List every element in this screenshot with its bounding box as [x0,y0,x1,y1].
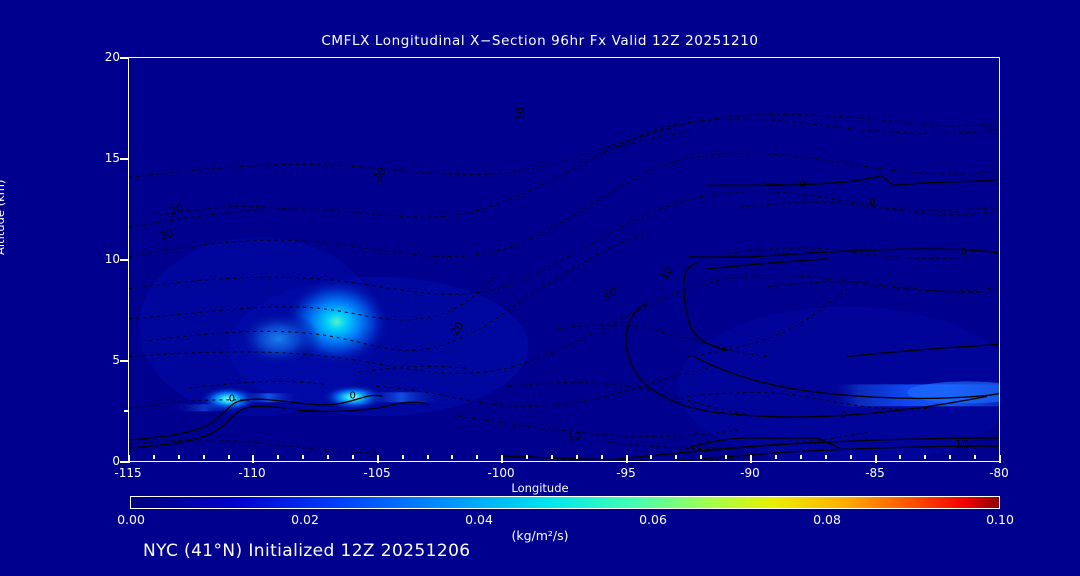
initialization-caption: NYC (41°N) Initialized 12Z 20251206 [143,541,471,561]
colorbar [130,496,1000,509]
solid-contours [129,174,999,461]
svg-text:10: 10 [657,264,675,283]
svg-text:0: 0 [840,410,846,421]
x-tick-minor [924,455,926,459]
x-tick-minor [178,455,180,459]
x-tick-minor [675,455,677,459]
colorbar-units-label: (kg/m²/s) [511,528,569,543]
svg-text:10: 10 [514,107,527,121]
colorbar-tick-4: 0.08 [813,512,841,527]
y-tick-20: 20 [104,50,120,64]
y-tick-mark [120,461,128,463]
colorbar-tick-5: 0.10 [986,512,1014,527]
y-tick-15: 15 [104,151,120,165]
y-tick-mark [120,158,128,160]
x-tick-minor [974,455,976,459]
x-tick-minor [800,455,802,459]
x-tick-minor [526,455,528,459]
x-tick-minor [153,455,155,459]
svg-text:10: 10 [567,429,583,444]
colorbar-frame [130,496,1000,509]
x-tick-minor [725,455,727,459]
x-tick-mark [128,455,130,463]
x-tick-n95: -95 [616,466,636,480]
x-tick-mark [875,455,877,463]
svg-text:0: 0 [229,393,235,404]
x-tick-minor [476,455,478,459]
y-axis-label: Altitude (km) [0,179,7,255]
x-tick-minor [302,455,304,459]
y-tick-mark [120,259,128,261]
x-tick-minor [402,455,404,459]
x-tick-n110: -110 [238,466,266,480]
x-tick-minor [899,455,901,459]
x-tick-minor [228,455,230,459]
colorbar-gradient [131,497,999,508]
colorbar-tick-1: 0.02 [291,512,319,527]
x-tick-n105: -105 [363,466,391,480]
x-tick-minor [601,455,603,459]
x-tick-minor [451,455,453,459]
y-tick-5: 5 [112,353,120,367]
x-tick-minor [650,455,652,459]
x-tick-minor [949,455,951,459]
x-tick-minor [352,455,354,459]
x-tick-mark [377,455,379,463]
x-tick-n100: -100 [487,466,515,480]
x-tick-n115: -115 [114,466,142,480]
svg-text:0: 0 [960,247,966,258]
cross-section-field: 10 20 30 20 20 20 10 10 0 0 0 0 10 0 0 [129,58,999,461]
svg-text:0: 0 [869,197,875,208]
x-tick-minor [203,455,205,459]
contour-labels: 10 20 30 20 20 20 10 10 0 0 0 0 10 0 0 [158,107,969,451]
x-tick-minor [775,455,777,459]
x-tick-n85: -85 [865,466,885,480]
x-tick-minor [551,455,553,459]
x-tick-minor [825,455,827,459]
x-tick-mark [999,455,1001,463]
x-tick-n90: -90 [740,466,760,480]
svg-text:30: 30 [158,226,175,243]
y-tick-minor [124,410,128,412]
plot-inner: 10 20 30 20 20 20 10 10 0 0 0 0 10 0 0 [129,58,999,461]
x-tick-n80: -80 [989,466,1009,480]
x-tick-mark [252,455,254,463]
x-tick-mark [750,455,752,463]
colorbar-tick-3: 0.06 [639,512,667,527]
x-tick-minor [277,455,279,459]
x-tick-minor [700,455,702,459]
plot-area: 10 20 30 20 20 20 10 10 0 0 0 0 10 0 0 [128,57,1000,462]
x-tick-mark [626,455,628,463]
colorbar-tick-0: 0.00 [117,512,145,527]
x-tick-minor [427,455,429,459]
x-tick-minor [327,455,329,459]
y-tick-0: 0 [112,454,120,468]
x-axis-label: Longitude [511,481,569,495]
svg-text:20: 20 [168,201,185,218]
svg-text:0: 0 [349,390,355,401]
x-tick-minor [850,455,852,459]
y-tick-10: 10 [104,252,120,266]
x-tick-mark [501,455,503,463]
chart-title: CMFLX Longitudinal X−Section 96hr Fx Val… [321,33,759,49]
svg-text:10: 10 [955,438,969,451]
svg-text:0: 0 [799,179,805,190]
y-tick-mark [120,57,128,59]
y-tick-mark [120,360,128,362]
x-tick-minor [576,455,578,459]
svg-text:20: 20 [602,285,618,301]
colorbar-tick-2: 0.04 [465,512,493,527]
